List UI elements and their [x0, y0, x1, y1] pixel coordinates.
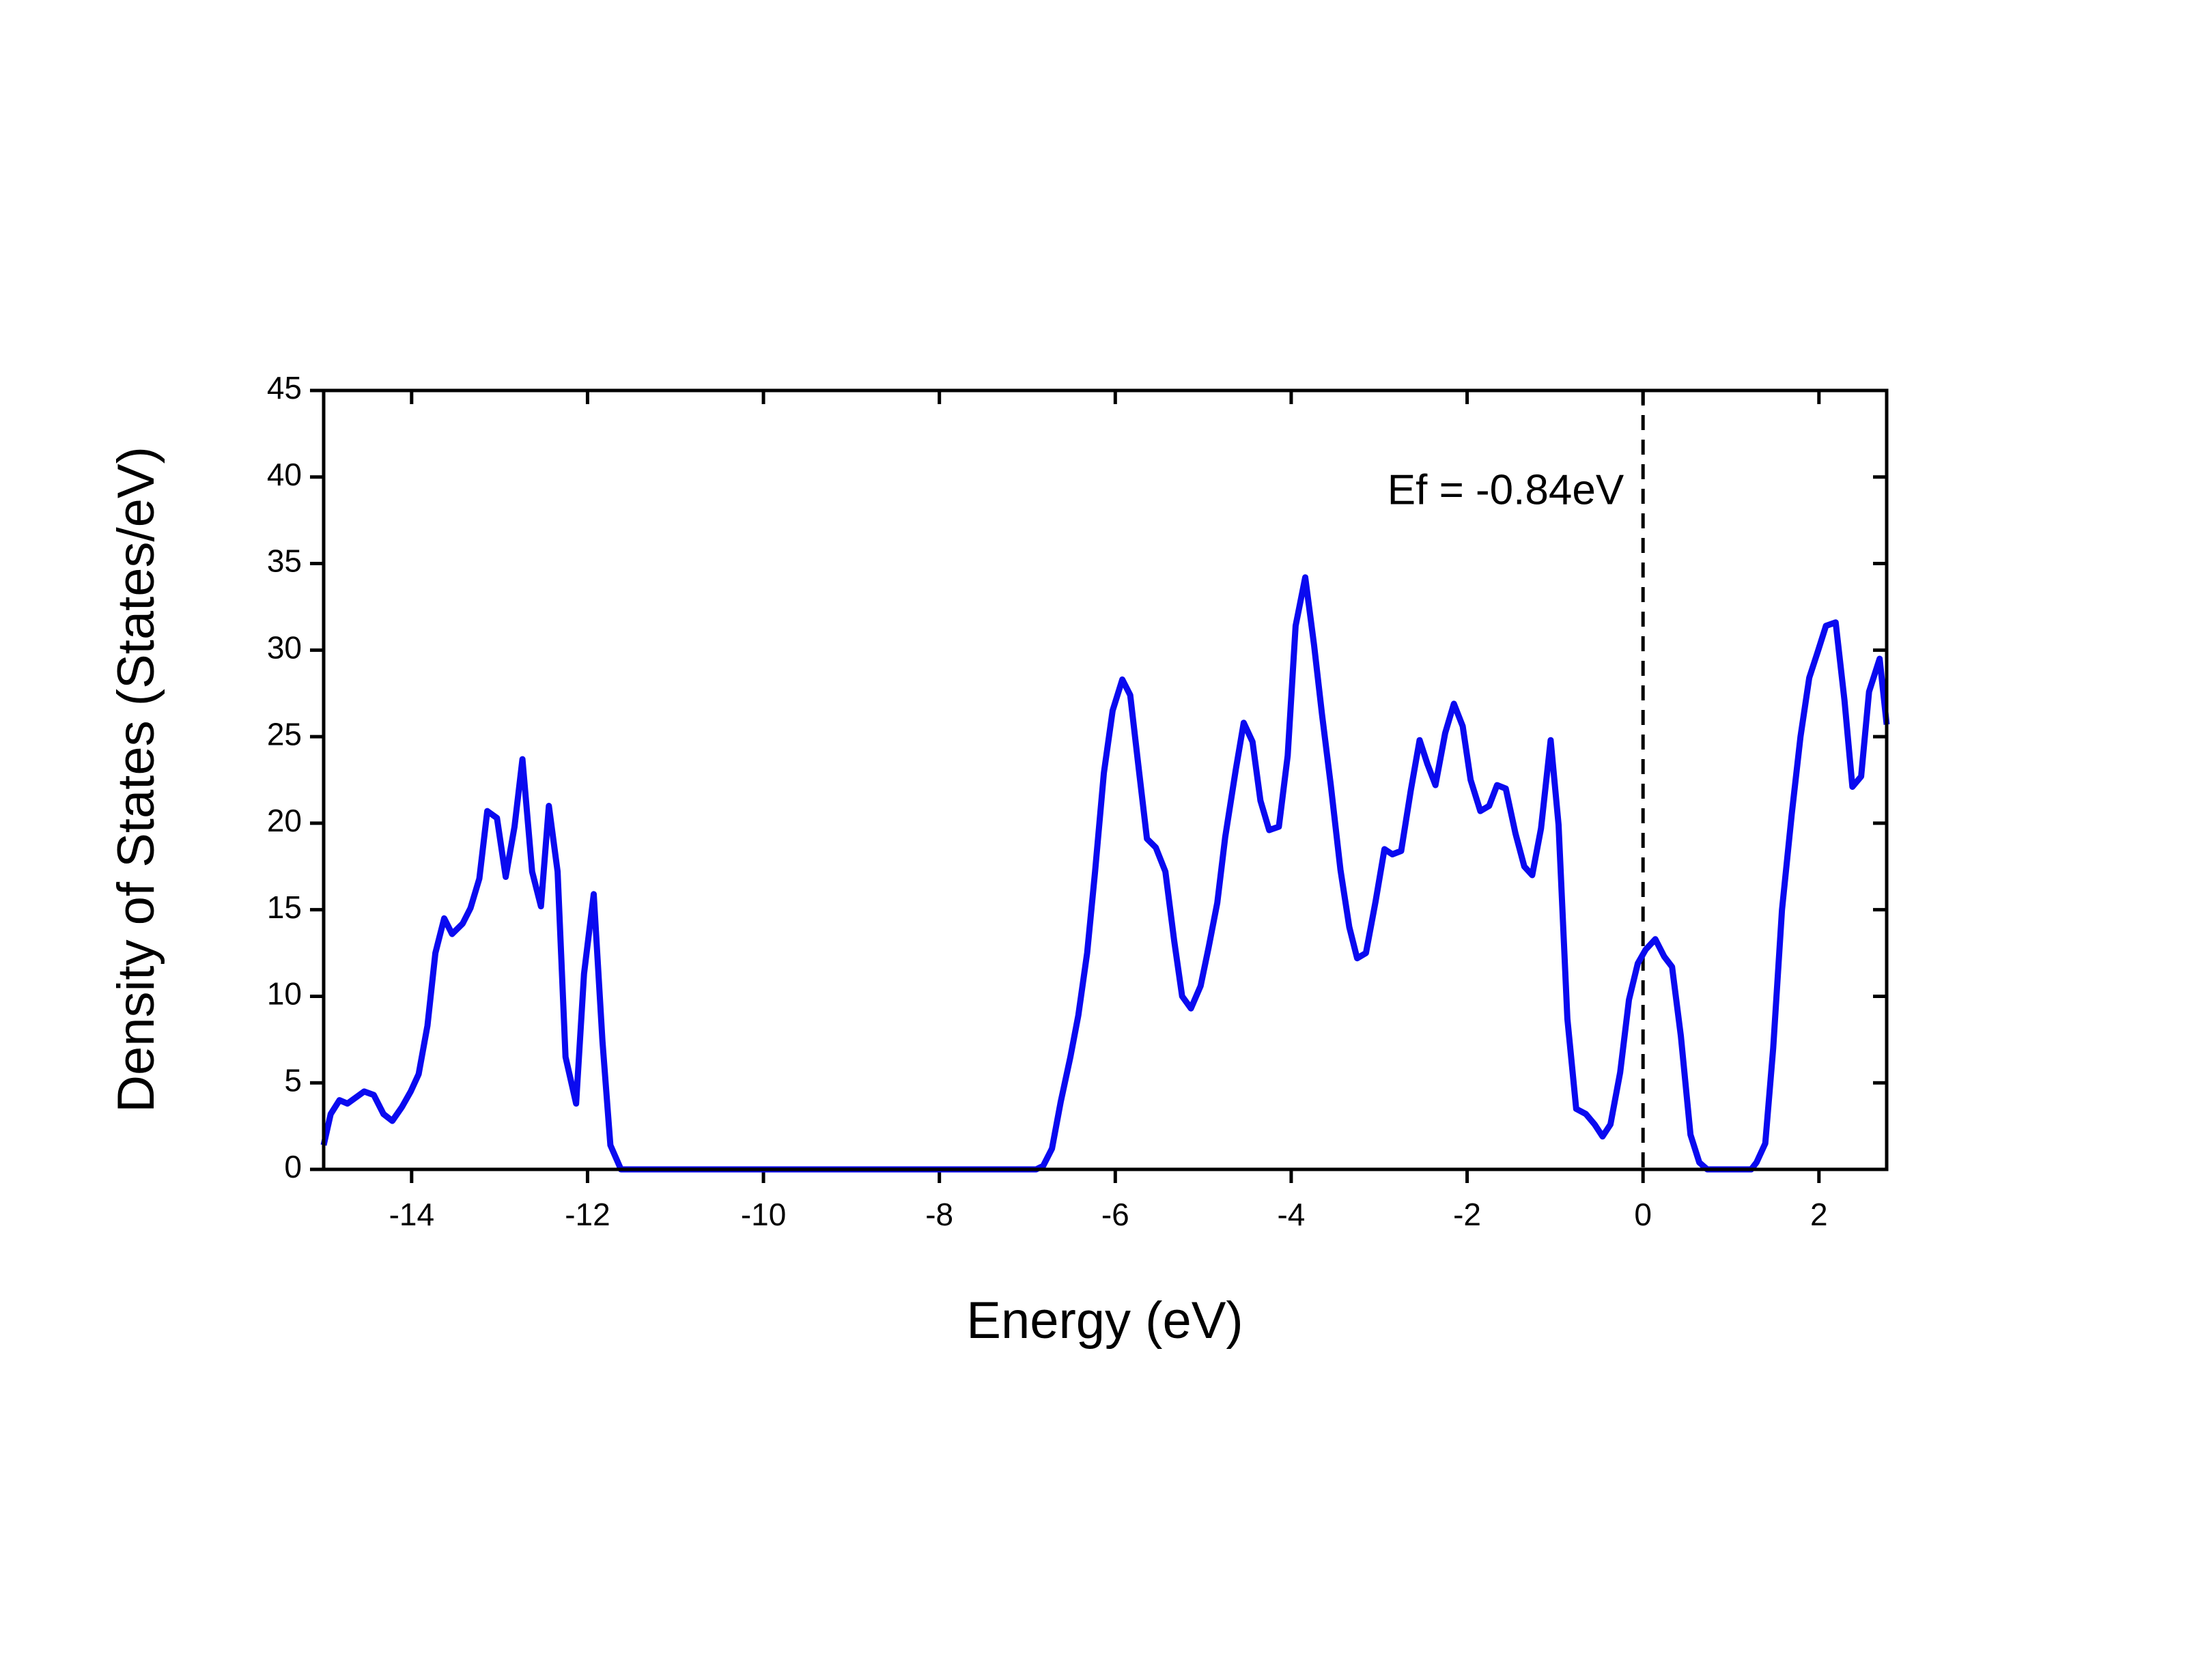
x-tick-label: -4 [1277, 1197, 1305, 1232]
x-tick-label: -12 [565, 1197, 610, 1232]
y-tick-label: 45 [267, 370, 302, 405]
annotation: Ef = -0.84eV [1388, 466, 1624, 513]
x-tick-label: -10 [741, 1197, 786, 1232]
y-tick-label: 40 [267, 457, 302, 492]
y-tick-label: 35 [267, 543, 302, 579]
dos-line [320, 574, 1890, 1173]
x-tick-label: 2 [1810, 1197, 1828, 1232]
y-axis-title: Density of States (States/eV) [107, 446, 165, 1113]
x-axis-title: Energy (eV) [966, 1292, 1243, 1350]
x-tick-label: -6 [1101, 1197, 1129, 1232]
plot-frame [322, 388, 1889, 1171]
y-tick-label: 25 [267, 716, 302, 752]
y-tick-label: 10 [267, 976, 302, 1012]
x-tick-label: -8 [925, 1197, 953, 1232]
x-tick-label: -2 [1453, 1197, 1481, 1232]
x-tick-label: 0 [1634, 1197, 1652, 1232]
y-tick-label: 15 [267, 889, 302, 925]
y-tick-label: 30 [267, 629, 302, 665]
x-tick-label: -14 [389, 1197, 434, 1232]
y-tick-label: 0 [284, 1149, 302, 1184]
y-tick-label: 20 [267, 803, 302, 838]
y-tick-label: 5 [284, 1062, 302, 1098]
